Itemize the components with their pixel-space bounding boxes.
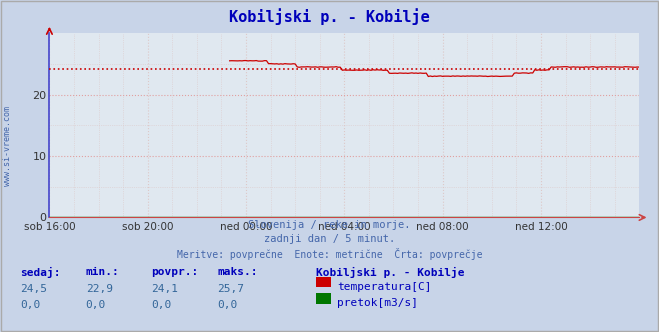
Text: temperatura[C]: temperatura[C]: [337, 282, 432, 292]
Text: Slovenija / reke in morje.: Slovenija / reke in morje.: [248, 220, 411, 230]
Text: Kobiljski p. - Kobilje: Kobiljski p. - Kobilje: [316, 267, 465, 278]
Text: 25,7: 25,7: [217, 284, 244, 294]
Text: min.:: min.:: [86, 267, 119, 277]
Text: 0,0: 0,0: [152, 300, 172, 310]
Text: pretok[m3/s]: pretok[m3/s]: [337, 298, 418, 308]
Text: 0,0: 0,0: [86, 300, 106, 310]
Text: maks.:: maks.:: [217, 267, 258, 277]
Text: 0,0: 0,0: [20, 300, 40, 310]
Text: www.si-vreme.com: www.si-vreme.com: [3, 106, 13, 186]
Text: Kobiljski p. - Kobilje: Kobiljski p. - Kobilje: [229, 8, 430, 25]
Text: zadnji dan / 5 minut.: zadnji dan / 5 minut.: [264, 234, 395, 244]
Text: 24,5: 24,5: [20, 284, 47, 294]
Text: 22,9: 22,9: [86, 284, 113, 294]
Text: 0,0: 0,0: [217, 300, 238, 310]
Text: povpr.:: povpr.:: [152, 267, 199, 277]
Text: sedaj:: sedaj:: [20, 267, 60, 278]
Text: Meritve: povprečne  Enote: metrične  Črta: povprečje: Meritve: povprečne Enote: metrične Črta:…: [177, 248, 482, 260]
Text: 24,1: 24,1: [152, 284, 179, 294]
